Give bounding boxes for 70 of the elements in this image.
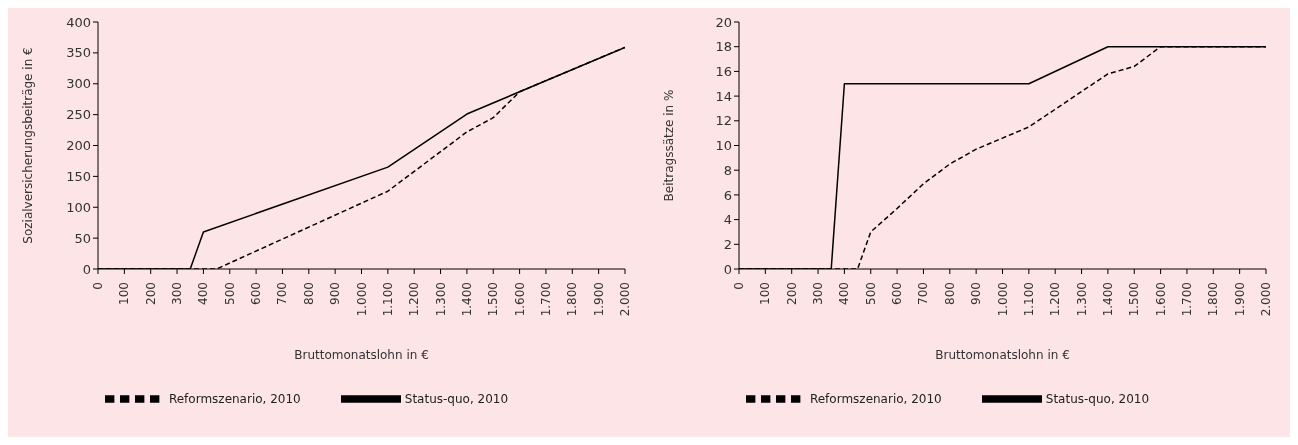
x-tick-label: 1.100 <box>1021 282 1036 317</box>
x-tick-label: 1.300 <box>1074 282 1089 317</box>
y-tick-label: 16 <box>715 64 732 80</box>
legend-label: Status-quo, 2010 <box>1045 391 1150 406</box>
x-tick-label: 600 <box>249 282 264 305</box>
x-tick-label: 1.700 <box>538 282 553 317</box>
x-tick-label: 100 <box>758 282 773 305</box>
legend-label: Reformszenario, 2010 <box>809 391 942 406</box>
x-tick-label: 1.000 <box>995 282 1010 317</box>
y-tick-label: 350 <box>66 45 91 61</box>
x-tick-label: 1.500 <box>1127 282 1142 317</box>
y-tick-label: 20 <box>715 14 732 30</box>
x-tick-label: 1.800 <box>565 282 580 317</box>
x-tick-label: 800 <box>942 282 957 305</box>
x-tick-label: 400 <box>196 282 211 305</box>
y-tick-label: 50 <box>74 230 91 246</box>
y-tick-label: 6 <box>723 187 732 203</box>
x-tick-label: 1.900 <box>1232 282 1247 317</box>
x-tick-label: 500 <box>863 282 878 305</box>
y-tick-label: 4 <box>723 212 732 228</box>
y-axis-title: Sozialversicherungsbeiträge in € <box>21 47 36 244</box>
y-tick-label: 100 <box>66 199 91 215</box>
x-tick-label: 1.900 <box>591 282 606 317</box>
x-tick-label: 0 <box>732 282 746 290</box>
x-tick-label: 2.000 <box>1259 282 1273 317</box>
y-tick-label: 300 <box>66 76 91 92</box>
x-tick-label: 1.400 <box>459 282 474 317</box>
x-tick-label: 1.100 <box>380 282 395 317</box>
x-tick-label: 200 <box>784 282 799 305</box>
x-tick-label: 900 <box>328 282 343 305</box>
x-axis-title: Bruttomonatslohn in € <box>935 348 1070 362</box>
y-tick-label: 0 <box>82 261 91 277</box>
x-tick-label: 600 <box>890 282 905 305</box>
x-tick-label: 700 <box>916 282 931 305</box>
y-tick-label: 8 <box>723 162 732 178</box>
x-axis-title: Bruttomonatslohn in € <box>294 348 429 362</box>
y-tick-label: 250 <box>66 107 91 123</box>
y-tick-label: 18 <box>715 39 732 55</box>
y-tick-label: 0 <box>723 261 732 277</box>
x-tick-label: 300 <box>811 282 826 305</box>
x-tick-label: 0 <box>91 282 105 290</box>
y-tick-label: 200 <box>66 138 91 154</box>
y-tick-label: 14 <box>715 88 732 104</box>
legend-label: Reformszenario, 2010 <box>168 391 301 406</box>
x-tick-label: 1.600 <box>512 282 527 317</box>
y-tick-label: 2 <box>723 236 732 252</box>
x-tick-label: 900 <box>969 282 984 305</box>
x-tick-label: 200 <box>143 282 158 305</box>
y-tick-label: 400 <box>66 14 91 30</box>
x-tick-label: 2.000 <box>618 282 632 317</box>
x-tick-label: 1.500 <box>486 282 501 317</box>
y-axis-title: Beitragssätze in % <box>662 89 677 202</box>
x-tick-label: 1.700 <box>1179 282 1194 317</box>
legend-label: Status-quo, 2010 <box>404 391 509 406</box>
x-tick-label: 1.300 <box>433 282 448 317</box>
x-tick-label: 100 <box>117 282 132 305</box>
x-tick-label: 1.400 <box>1100 282 1115 317</box>
x-tick-label: 800 <box>301 282 316 305</box>
x-tick-label: 300 <box>170 282 185 305</box>
x-tick-label: 1.000 <box>354 282 369 317</box>
x-tick-label: 500 <box>222 282 237 305</box>
x-tick-label: 700 <box>275 282 290 305</box>
y-tick-label: 10 <box>715 138 732 154</box>
x-tick-label: 1.600 <box>1153 282 1168 317</box>
x-tick-label: 1.800 <box>1206 282 1221 317</box>
x-tick-label: 400 <box>837 282 852 305</box>
x-tick-label: 1.200 <box>407 282 422 317</box>
y-tick-label: 150 <box>66 168 91 184</box>
x-tick-label: 1.200 <box>1048 282 1063 317</box>
y-tick-label: 12 <box>715 113 732 129</box>
